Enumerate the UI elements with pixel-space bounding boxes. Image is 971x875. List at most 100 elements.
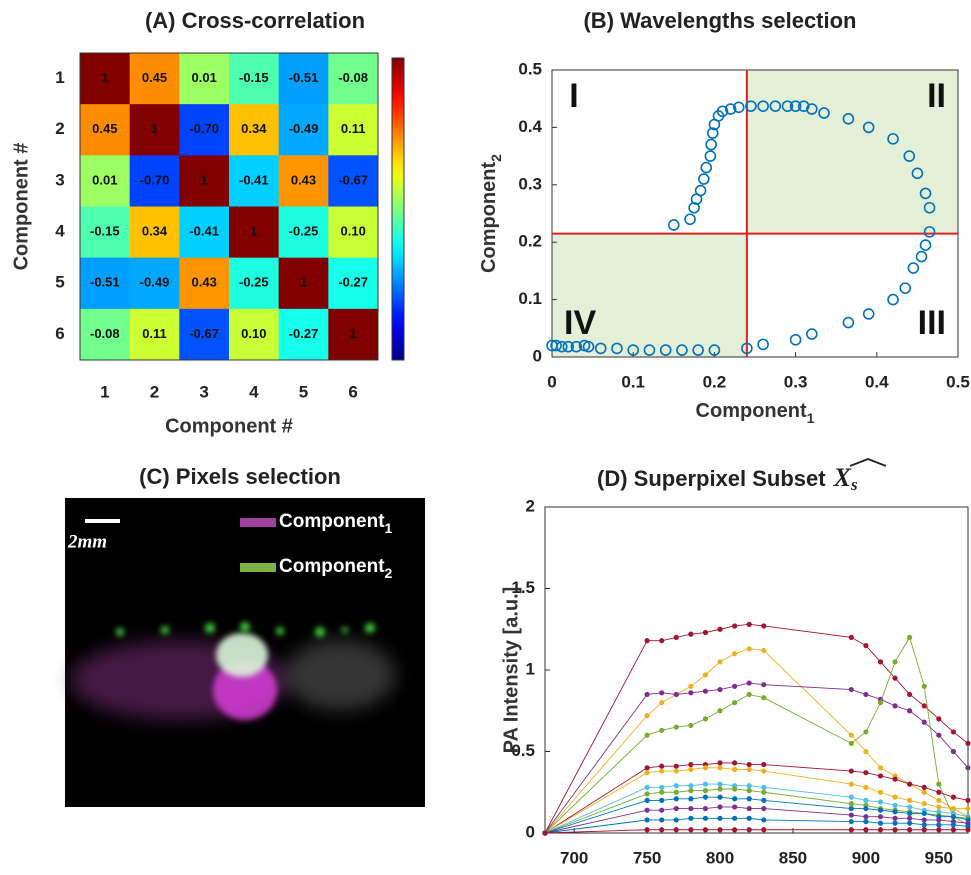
series-point [922, 684, 927, 689]
series-point [688, 723, 693, 728]
series-point [732, 804, 737, 809]
series-point [863, 749, 868, 754]
y-tick-label: 1 [526, 659, 535, 678]
cell-label: -0.27 [338, 275, 368, 290]
series-point [907, 798, 912, 803]
title-math-sub: s [850, 475, 858, 494]
legend-label: Component1 [279, 511, 393, 536]
x-tick-label: 750 [633, 848, 661, 867]
series-point [936, 804, 941, 809]
series-point [645, 808, 650, 813]
series-point [674, 724, 679, 729]
series-point [645, 765, 650, 770]
x-tick-label: 1 [100, 382, 109, 401]
label-sub: 2 [488, 154, 504, 162]
cell-label: 0.10 [341, 224, 366, 239]
series-point [907, 821, 912, 826]
haze [285, 640, 395, 710]
series-point [659, 827, 664, 832]
cell-label: 1 [250, 224, 257, 239]
cell-label: 0.34 [241, 121, 267, 136]
y-tick-label: 0.2 [518, 232, 542, 251]
series-point [659, 764, 664, 769]
figure: (A) Cross-correlation (B) Wavelengths se… [0, 0, 971, 875]
series-point [674, 764, 679, 769]
series-point [863, 770, 868, 775]
cell-label: 1 [101, 70, 108, 85]
x-tick-label: 0.5 [946, 372, 970, 391]
cell-label: 0.01 [92, 172, 117, 187]
x-tick-label: 4 [249, 382, 259, 401]
series-point [892, 816, 897, 821]
series-point [674, 692, 679, 697]
series-point [717, 795, 722, 800]
series-point [936, 822, 941, 827]
series-point [936, 782, 941, 787]
quadrant-label: I [569, 77, 578, 115]
series-point [849, 782, 854, 787]
series-point [878, 808, 883, 813]
series-point [688, 816, 693, 821]
y-tick-label: 6 [55, 324, 64, 343]
y-tick-label: 0.5 [518, 59, 542, 78]
series-line [545, 649, 968, 833]
cell-label: -0.51 [289, 70, 319, 85]
series-point [732, 816, 737, 821]
series-point [849, 741, 854, 746]
cell-label: 0.43 [291, 172, 316, 187]
point [864, 309, 874, 319]
series-point [703, 806, 708, 811]
x-tick-label: 0.2 [703, 372, 727, 391]
legend-sub: 1 [385, 520, 393, 536]
y-tick-label: 1 [55, 68, 64, 87]
cell-label: -0.70 [189, 121, 219, 136]
series-point [863, 643, 868, 648]
point [888, 295, 898, 305]
y-tick-label: 0 [533, 346, 542, 365]
series-point [688, 690, 693, 695]
series-point [688, 827, 693, 832]
y-tick-label: 2 [526, 496, 535, 515]
series-point [659, 817, 664, 822]
cell-label: -0.27 [289, 326, 319, 341]
series-point [645, 827, 650, 832]
axis-label: Component2 [478, 154, 503, 273]
series-point [922, 822, 927, 827]
series-point [922, 790, 927, 795]
legend-swatch [240, 563, 276, 572]
cell-label: 0.10 [241, 326, 266, 341]
series-point [703, 795, 708, 800]
cell-label: -0.67 [338, 172, 368, 187]
series-point [761, 798, 766, 803]
series-point [965, 827, 970, 832]
series-point [659, 798, 664, 803]
series-point [747, 680, 752, 685]
series-point [907, 827, 912, 832]
cell-label: -0.08 [338, 70, 368, 85]
series-point [674, 790, 679, 795]
cell-label: -0.41 [189, 224, 219, 239]
cell-label: 0.01 [192, 70, 217, 85]
panel-a-title: (A) Cross-correlation [145, 8, 365, 33]
x-tick-label: 900 [852, 848, 880, 867]
series-point [878, 659, 883, 664]
cell-label: 0.11 [341, 121, 366, 136]
point [908, 263, 918, 273]
series-point [688, 783, 693, 788]
series-point [732, 700, 737, 705]
series-point [878, 821, 883, 826]
legend-text: Component [279, 511, 385, 532]
quadrant-label: III [918, 304, 946, 342]
point [705, 151, 715, 161]
y-tick-label: 0 [526, 822, 535, 841]
series-point [717, 627, 722, 632]
point [758, 339, 768, 349]
series-point [907, 816, 912, 821]
series-point [878, 700, 883, 705]
series-point [688, 762, 693, 767]
series-point [965, 806, 970, 811]
series-point [922, 811, 927, 816]
cell-label: -0.41 [239, 172, 269, 187]
series-point [936, 827, 941, 832]
point [900, 283, 910, 293]
